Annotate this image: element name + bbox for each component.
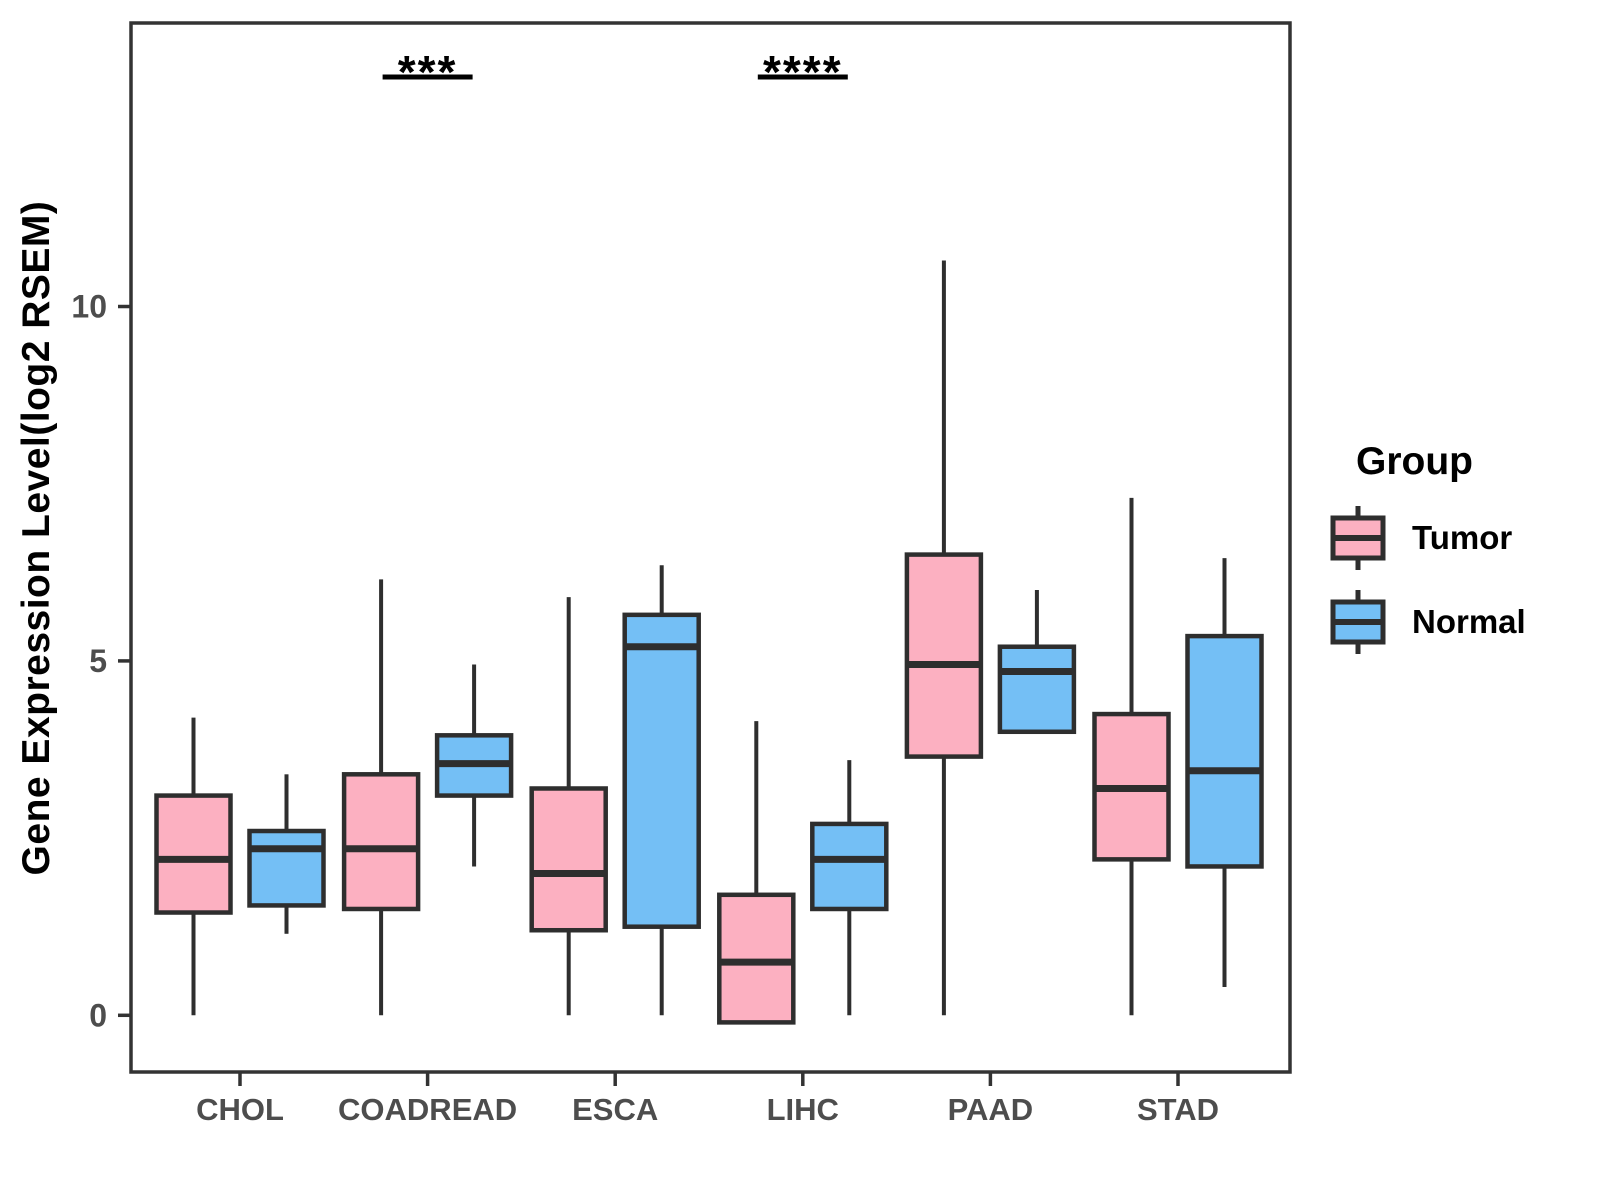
- legend-label-tumor: Tumor: [1412, 519, 1513, 556]
- legend-item-tumor: Tumor: [1330, 504, 1526, 572]
- x-tick-label-STAD: STAD: [1137, 1092, 1219, 1127]
- box-tumor-LIHC: [717, 892, 796, 1025]
- box-tumor-ESCA: [529, 786, 608, 933]
- significance-stars-COADREAD: ***: [398, 46, 458, 98]
- x-tick-label-LIHC: LIHC: [767, 1092, 839, 1127]
- x-tick-label-COADREAD: COADREAD: [338, 1092, 517, 1127]
- legend-title: Group: [1356, 440, 1473, 483]
- box-tumor-CHOL: [154, 793, 233, 915]
- significance-stars-LIHC: ****: [763, 46, 843, 98]
- box-normal-PAAD: [997, 644, 1077, 735]
- legend-label-normal: Normal: [1412, 603, 1526, 640]
- x-tick-label-ESCA: ESCA: [572, 1092, 658, 1127]
- box-normal-ESCA: [622, 612, 701, 929]
- legend-item-normal: Normal: [1330, 588, 1526, 656]
- y-tick-label: 0: [89, 997, 107, 1033]
- box-normal-LIHC: [810, 821, 889, 912]
- y-tick-label: 5: [89, 643, 107, 679]
- box-normal-CHOL: [247, 828, 326, 908]
- tumor-boxplot-icon: [1330, 506, 1386, 570]
- x-tick-label-PAAD: PAAD: [948, 1092, 1034, 1127]
- box-tumor-COADREAD: [341, 772, 421, 912]
- box-normal-STAD: [1185, 633, 1264, 869]
- y-tick-label: 10: [71, 289, 107, 325]
- panel-border: [129, 21, 1292, 1074]
- box-tumor-PAAD: [904, 552, 984, 759]
- legend: Group Tumor Normal: [1330, 440, 1526, 672]
- normal-boxplot-icon: [1330, 590, 1386, 654]
- y-axis-title: Gene Expression Level(log2 RSEM): [15, 200, 58, 876]
- x-tick-label-CHOL: CHOL: [196, 1092, 284, 1127]
